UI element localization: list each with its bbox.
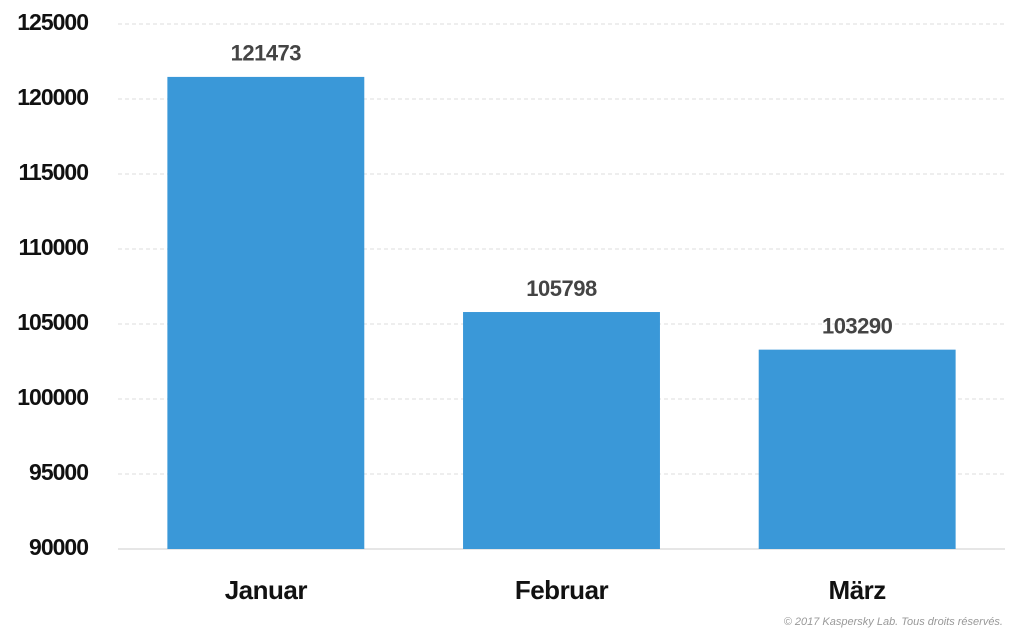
y-tick-label: 105000 (17, 309, 88, 335)
y-tick-label: 115000 (19, 159, 89, 185)
x-tick-label: Januar (225, 575, 308, 605)
bar (758, 349, 956, 549)
value-label: 105798 (526, 276, 597, 301)
y-tick-label: 100000 (17, 384, 88, 410)
value-label: 103290 (822, 313, 893, 338)
y-tick-label: 90000 (29, 534, 88, 560)
bar (167, 76, 365, 549)
x-tick-label: März (829, 575, 887, 605)
y-tick-label: 110000 (19, 234, 89, 260)
y-tick-label: 95000 (29, 459, 88, 485)
footnote: © 2017 Kaspersky Lab. Tous droits réserv… (784, 616, 1003, 628)
value-label: 121473 (231, 41, 302, 66)
x-tick-label: Februar (515, 575, 609, 605)
bar (463, 312, 660, 549)
y-tick-label: 125000 (17, 9, 88, 35)
y-tick-label: 120000 (17, 84, 88, 110)
